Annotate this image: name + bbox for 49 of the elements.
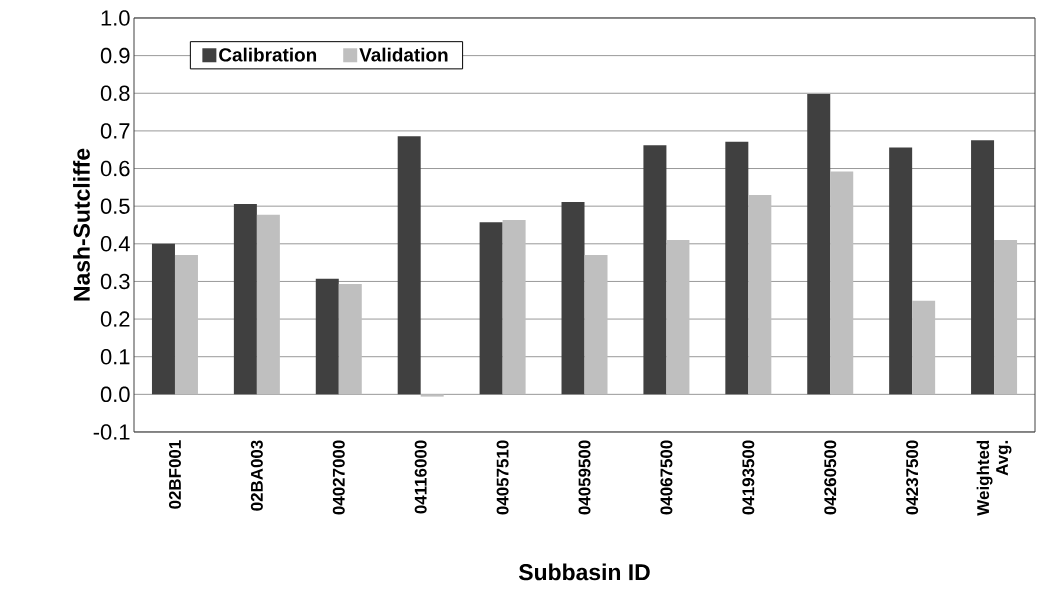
x-tick-label: 04027000 <box>332 440 345 515</box>
bar <box>151 243 175 395</box>
y-tick-label: -0.1 <box>93 424 130 440</box>
x-tick-label: 04260500 <box>824 440 837 515</box>
bar <box>725 141 749 395</box>
bar <box>420 394 444 397</box>
bar <box>748 194 772 395</box>
bar <box>397 136 421 395</box>
y-tick-label: 0.8 <box>100 85 130 102</box>
x-tick-label: Weighted Avg. <box>976 440 1012 516</box>
bar <box>502 220 526 395</box>
x-tick-label: 04237500 <box>906 440 919 515</box>
x-tick-label: 02BF001 <box>168 440 181 509</box>
bar <box>256 214 280 395</box>
bar <box>338 284 362 395</box>
x-tick-label: 04057510 <box>496 440 509 515</box>
bar <box>643 145 667 395</box>
y-tick-label: 1.0 <box>101 10 130 26</box>
y-tick-label: 0.2 <box>100 311 130 327</box>
y-tick-label: 0.6 <box>100 160 130 177</box>
x-tick-label: 04116000 <box>414 440 427 514</box>
x-tick-label: 04193500 <box>742 440 755 515</box>
x-axis-title: Subbasin ID <box>518 563 650 581</box>
x-tick-label: 04059500 <box>578 440 591 515</box>
y-tick-label: 0.9 <box>100 47 130 64</box>
bar <box>912 300 936 395</box>
y-tick-label: 0.4 <box>100 236 130 252</box>
bar <box>994 240 1018 395</box>
bar <box>315 278 339 395</box>
bar <box>584 255 608 395</box>
y-tick-label: 0.3 <box>100 273 130 290</box>
x-tick-label: 02BA003 <box>250 440 263 511</box>
bar <box>830 171 854 395</box>
bar <box>807 94 831 395</box>
y-tick-label: 0.0 <box>100 386 130 403</box>
y-tick-label: 0.7 <box>100 123 130 139</box>
bar <box>971 140 995 395</box>
y-tick-label: 0.1 <box>100 348 130 365</box>
bar <box>561 202 585 395</box>
legend-label: Calibration <box>219 47 317 62</box>
bar <box>174 255 198 395</box>
bar <box>889 147 913 395</box>
y-axis-title: Nash-Sutcliffe <box>73 148 90 301</box>
bar <box>479 222 503 395</box>
x-tick-label: 04067500 <box>660 440 673 515</box>
bar <box>666 240 690 395</box>
bar <box>233 203 257 395</box>
legend-label: Validation <box>359 47 448 62</box>
y-tick-label: 0.5 <box>100 198 130 214</box>
